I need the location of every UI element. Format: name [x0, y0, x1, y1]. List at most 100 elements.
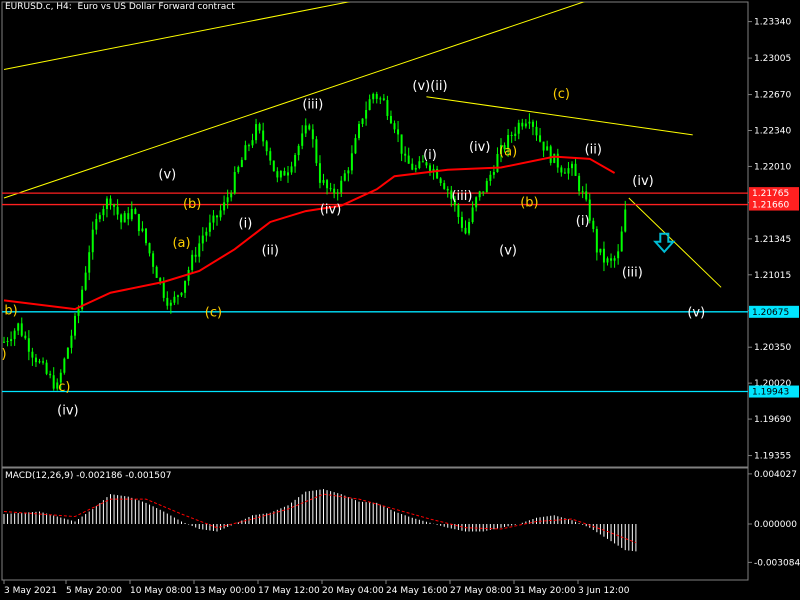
candle-body: [315, 139, 318, 164]
candle-body: [450, 190, 453, 199]
candle-body: [176, 295, 179, 297]
candle-body: [446, 188, 449, 191]
candle-body: [578, 175, 581, 192]
candle-body: [251, 140, 254, 146]
candle-body: [255, 124, 258, 141]
candle-body: [524, 123, 527, 127]
candle-body: [6, 341, 9, 343]
candle-body: [102, 209, 105, 216]
candle-body: [482, 191, 485, 193]
candle-body: [389, 115, 392, 124]
candle-body: [368, 99, 371, 110]
candle-body: [404, 153, 407, 156]
candle-body: [269, 151, 272, 161]
wave-label: ): [1, 347, 6, 362]
wave-label: (c): [553, 87, 570, 102]
candle-body: [244, 145, 247, 160]
candle-body: [521, 122, 524, 127]
time-tick-label: 24 May 16:00: [386, 586, 448, 596]
wave-label: (iv): [320, 202, 341, 217]
candle-body: [510, 134, 513, 136]
candle-body: [276, 171, 279, 178]
candle-body: [620, 231, 623, 252]
wave-label: (iii): [451, 189, 472, 204]
candle-body: [59, 372, 62, 383]
wave-label: b): [4, 304, 17, 319]
level-price-badge: [749, 305, 799, 318]
candle-body: [372, 93, 375, 100]
wave-label: (v)(ii): [412, 79, 447, 94]
price-tick-label: 1.20350: [754, 343, 791, 353]
candle-body: [492, 172, 495, 175]
candle-body: [297, 145, 300, 156]
candle-body: [397, 129, 400, 135]
candle-body: [539, 135, 542, 142]
candle-body: [42, 361, 45, 363]
price-tick-label: 1.21345: [754, 235, 791, 245]
price-tick-label: 1.19690: [754, 415, 791, 425]
candle-body: [602, 248, 605, 263]
candle-body: [436, 168, 439, 179]
wave-label: (iii): [302, 98, 323, 113]
candle-body: [262, 130, 265, 142]
wave-label: (b): [520, 196, 538, 211]
candle-body: [70, 335, 73, 348]
candle-body: [556, 153, 559, 168]
candle-body: [382, 98, 385, 101]
wave-label: (iv): [469, 140, 490, 155]
candle-body: [155, 266, 158, 278]
candle-body: [546, 146, 549, 151]
candle-body: [468, 222, 471, 234]
wave-label: (iii): [622, 265, 643, 280]
candle-body: [237, 167, 240, 173]
candle-body: [84, 272, 87, 290]
candle-body: [326, 180, 329, 189]
candle-body: [304, 125, 307, 134]
candle-body: [425, 162, 428, 166]
candle-body: [478, 191, 481, 198]
candle-body: [400, 134, 403, 154]
candle-body: [116, 206, 119, 215]
candle-body: [595, 228, 598, 253]
price-tick-label: 1.21015: [754, 271, 791, 281]
candle-body: [74, 315, 76, 336]
candle-body: [503, 145, 506, 150]
candle-body: [485, 180, 488, 193]
time-tick-label: 31 May 20:00: [514, 586, 576, 596]
candle-body: [198, 243, 201, 257]
wave-label: c): [58, 380, 70, 395]
trendline: [3, 2, 351, 71]
candle-body: [308, 125, 311, 130]
candle-body: [205, 231, 208, 236]
candle-body: [489, 174, 492, 181]
candle-body: [180, 292, 183, 296]
candle-body: [91, 229, 94, 253]
wave-label: (i): [576, 214, 590, 229]
candle-body: [63, 358, 66, 373]
candle-body: [613, 258, 616, 261]
candle-body: [514, 133, 517, 136]
wave-label: (a): [499, 145, 517, 160]
candle-body: [421, 161, 424, 163]
candle-body: [27, 338, 30, 352]
candle-body: [184, 280, 187, 293]
candle-body: [301, 133, 304, 146]
candle-body: [429, 165, 431, 172]
candle-body: [350, 153, 353, 171]
candle-body: [141, 228, 144, 232]
candle-body: [230, 193, 233, 198]
candle-body: [88, 252, 91, 273]
candle-body: [162, 281, 165, 298]
candle-body: [290, 166, 293, 173]
price-tick-label: 1.20020: [754, 379, 791, 389]
candle-body: [13, 330, 16, 340]
candle-body: [272, 160, 275, 172]
price-tick-label: 1.19355: [754, 452, 791, 462]
candle-body: [460, 216, 463, 228]
candle-body: [169, 302, 172, 306]
candle-body: [475, 197, 478, 208]
wave-label: (ii): [262, 244, 279, 259]
wave-label: (iv): [57, 404, 78, 419]
candle-body: [563, 172, 566, 174]
